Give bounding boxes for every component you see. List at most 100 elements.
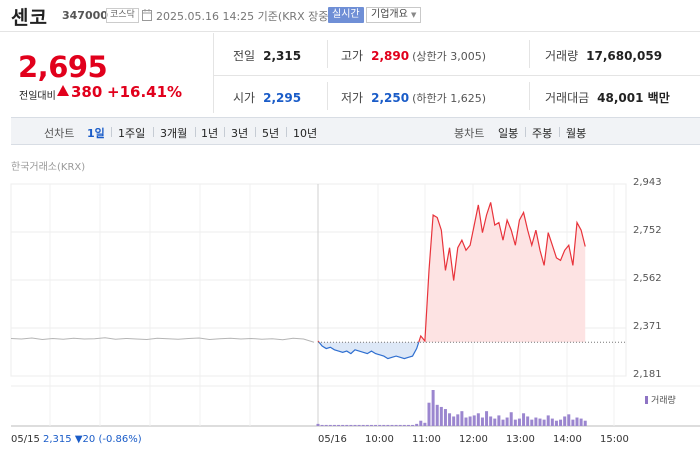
volume-bar (522, 413, 526, 426)
open-label: 시가 (233, 91, 256, 105)
chevron-down-icon: ▼ (411, 11, 417, 19)
volume-bar (345, 424, 349, 426)
period-10y[interactable]: 10년 (293, 127, 318, 140)
prev-day-close: 2,315 (43, 434, 72, 445)
volume-bar (563, 416, 567, 426)
divider (213, 75, 700, 76)
period-1d[interactable]: 1일 (87, 127, 105, 140)
volume-bar (361, 424, 365, 426)
volume-bar (460, 411, 464, 426)
divider (195, 127, 196, 137)
volume-bar (505, 417, 509, 426)
volume-bar (386, 424, 390, 426)
divider (153, 127, 154, 137)
lower-limit: (하한가 1,625) (412, 92, 486, 105)
volume-bar (501, 419, 505, 426)
volume-bar (439, 406, 443, 426)
volume-bar (464, 417, 468, 426)
volume-bar (526, 416, 530, 426)
high-price: 고가 2,890 (상한가 3,005) (341, 47, 486, 64)
divider (529, 40, 530, 68)
candle-monthly[interactable]: 월봉 (566, 127, 587, 140)
calendar-icon (142, 9, 152, 21)
volume-bar (374, 424, 378, 426)
prev-close: 전일 2,315 (233, 47, 301, 64)
candle-weekly[interactable]: 주봉 (532, 127, 553, 140)
divider (286, 127, 287, 137)
volume-bar (452, 416, 456, 426)
open-price: 시가 2,295 (233, 89, 301, 106)
volume-label: 거래량 (545, 49, 579, 63)
y-tick-label: 2,943 (633, 177, 662, 188)
volume-bar (489, 416, 493, 426)
volume-bar (390, 424, 394, 426)
y-tick-label: 2,562 (633, 273, 662, 284)
volume: 거래량 17,680,059 (545, 47, 662, 64)
volume-bar (497, 415, 501, 426)
volume-bar (493, 418, 497, 426)
volume-bar (431, 390, 435, 426)
y-tick-label: 2,181 (633, 369, 662, 380)
open-value: 2,295 (263, 91, 302, 105)
volume-bar (546, 415, 550, 426)
prev-close-value: 2,315 (263, 49, 302, 63)
period-5y[interactable]: 5년 (262, 127, 280, 140)
prev-day-change: ▼20 (74, 434, 96, 445)
volume-bar (357, 424, 361, 426)
x-tick-label: 14:00 (553, 434, 582, 445)
volume-bar (382, 424, 386, 426)
period-1y[interactable]: 1년 (201, 127, 219, 140)
volume-bar (320, 424, 324, 426)
current-price: 2,695 (18, 50, 108, 84)
price-chart (10, 183, 700, 427)
volume-bar (485, 411, 489, 426)
stock-code: 347000 (62, 9, 108, 22)
low-price: 저가 2,250 (하한가 1,625) (341, 89, 486, 106)
volume-bar (427, 402, 431, 426)
volume-bar (332, 424, 336, 426)
trading-amount: 거래대금 48,001 백만 (545, 89, 670, 106)
volume-bar (443, 409, 447, 426)
prev-day-rate: (-0.86%) (98, 434, 142, 445)
period-1w[interactable]: 1주일 (118, 127, 146, 140)
stock-name: 센코 (11, 7, 48, 29)
chart-toolbar: 선차트 1일 1주일 3개월 1년 3년 5년 10년 봉차트 일봉 주봉 월봉 (11, 117, 700, 145)
volume-value: 17,680,059 (586, 49, 663, 63)
amount-label: 거래대금 (545, 91, 590, 105)
volume-bar (406, 424, 410, 426)
high-label: 고가 (341, 49, 364, 63)
volume-bar (402, 424, 406, 426)
volume-bar (542, 419, 546, 426)
low-label: 저가 (341, 91, 364, 105)
low-value: 2,250 (371, 91, 410, 105)
divider (327, 82, 328, 110)
y-tick-label: 2,371 (633, 321, 662, 332)
volume-bar (571, 419, 575, 426)
volume-bar (583, 420, 587, 426)
volume-swatch (645, 396, 648, 404)
high-value: 2,890 (371, 49, 410, 63)
volume-bar (538, 418, 542, 426)
volume-bar (316, 423, 320, 426)
x-tick-label: 10:00 (365, 434, 394, 445)
volume-bar (337, 424, 341, 426)
volume-legend: 거래량 (645, 393, 676, 406)
divider (525, 127, 526, 137)
price-line-up (317, 202, 586, 343)
realtime-button[interactable]: 실시간 (328, 7, 364, 23)
company-info-dropdown[interactable]: 기업개요 ▼ (366, 7, 422, 23)
volume-bar (456, 414, 460, 426)
period-3y[interactable]: 3년 (231, 127, 249, 140)
divider (224, 127, 225, 137)
period-3m[interactable]: 3개월 (160, 127, 188, 140)
stock-header: 센코 347000 코스닥 2025.05.16 14:25 기준(KRX 장중… (0, 0, 700, 31)
volume-bar (517, 418, 521, 426)
price-area-down (319, 342, 419, 359)
volume-bar (419, 420, 423, 426)
price-line-down (318, 342, 426, 360)
volume-bar (435, 404, 439, 426)
divider (529, 82, 530, 110)
prev-day-summary: 05/15 2,315 ▼20 (-0.86%) (11, 434, 142, 445)
volume-bar (415, 423, 419, 426)
candle-daily[interactable]: 일봉 (498, 127, 519, 140)
